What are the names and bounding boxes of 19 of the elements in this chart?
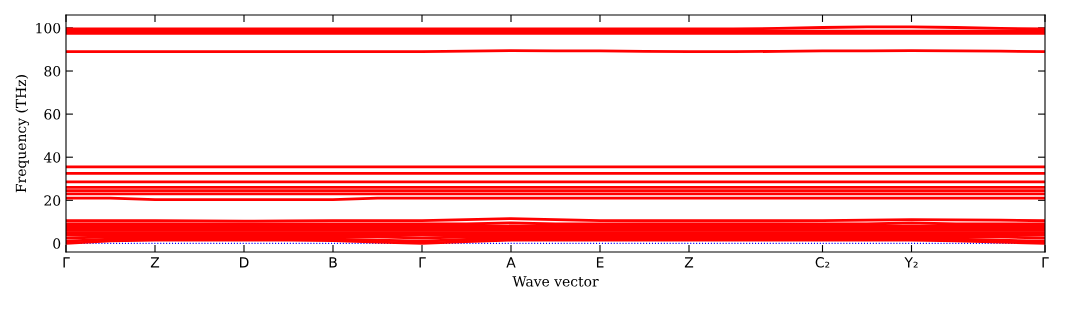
- y-tick-label: 0: [53, 238, 61, 249]
- x-tick-label: Y₂: [904, 257, 918, 268]
- x-tick-label: D: [240, 257, 249, 268]
- y-tick-label: 20: [44, 195, 61, 206]
- y-tick-label: 80: [44, 65, 61, 77]
- x-tick-label: A: [506, 257, 516, 268]
- y-tick-label: 60: [44, 109, 61, 120]
- x-tick-label: Z: [150, 257, 160, 268]
- x-tick-label: Γ: [419, 257, 426, 268]
- x-tick-label: B: [329, 257, 337, 268]
- y-axis-title: Frequency (THz): [15, 75, 30, 193]
- y-tick-label: 100: [36, 22, 61, 34]
- y-tick-label: 40: [43, 152, 61, 163]
- x-tick-label: Z: [684, 257, 694, 268]
- x-tick-label: Γ: [63, 257, 70, 268]
- x-tick-label: Γ: [1042, 257, 1049, 268]
- x-axis-title: Wave vector: [512, 276, 599, 287]
- x-tick-label: C₂: [815, 257, 830, 268]
- x-tick-label: E: [596, 257, 604, 268]
